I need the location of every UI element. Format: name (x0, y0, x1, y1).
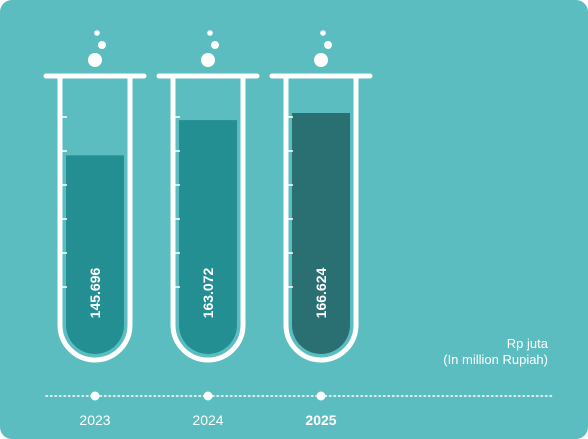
tube-outline-2023 (57, 76, 133, 363)
bar-2025 (292, 112, 350, 354)
bubble-small-icon (320, 30, 326, 36)
unit-line-1: Rp juta (506, 336, 548, 351)
axis-dot-2024 (203, 391, 213, 401)
value-label-2025: 166.624 (313, 267, 329, 318)
bubble-large-icon (314, 53, 328, 67)
tube-outline-2024 (170, 76, 246, 363)
bar-2024 (179, 120, 237, 355)
x-tick-label-2023: 2023 (79, 412, 110, 428)
bubble-large-icon (201, 53, 215, 67)
bubble-small-icon (94, 30, 100, 36)
unit-line-2: (In million Rupiah) (443, 352, 548, 367)
value-label-2023: 145.696 (87, 267, 103, 318)
bubble-medium-icon (324, 41, 332, 49)
bar-2023 (66, 155, 124, 354)
bubble-small-icon (207, 30, 213, 36)
tube-outline-2025 (283, 76, 359, 363)
bubble-medium-icon (98, 41, 106, 49)
value-label-2024: 163.072 (200, 267, 216, 318)
axis-dot-2023 (90, 391, 100, 401)
unit-label: Rp juta (In million Rupiah) (443, 336, 548, 368)
x-tick-label-2024: 2024 (192, 412, 223, 428)
bubble-large-icon (88, 53, 102, 67)
bubble-medium-icon (211, 41, 219, 49)
x-tick-label-2025: 2025 (305, 412, 336, 428)
axis-dot-2025 (316, 391, 326, 401)
